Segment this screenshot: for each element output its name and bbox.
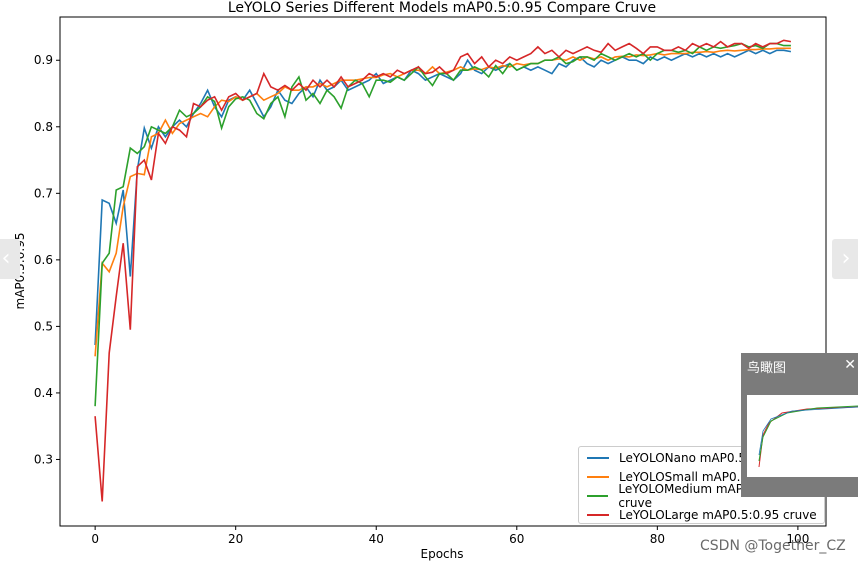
prev-arrow-button[interactable]: ‹ xyxy=(0,239,20,279)
x-tick-label: 0 xyxy=(91,532,99,546)
y-tick-label: 0.4 xyxy=(34,386,53,400)
x-tick-label: 80 xyxy=(650,532,665,546)
series-line-2 xyxy=(94,42,791,407)
next-arrow-button[interactable]: › xyxy=(832,239,858,279)
y-tick-label: 0.7 xyxy=(34,186,53,200)
y-tick-label: 0.6 xyxy=(34,253,53,267)
overview-thumbnail-chart xyxy=(758,405,858,468)
chart-title: LeYOLO Series Different Models mAP0.5:0.… xyxy=(228,0,656,16)
x-tick-label: 60 xyxy=(509,532,524,546)
y-tick-label: 0.8 xyxy=(34,120,53,134)
y-tick-label: 0.9 xyxy=(34,53,53,67)
legend-swatch xyxy=(587,494,609,497)
y-tick-label: 0.5 xyxy=(34,319,53,333)
x-axis-label: Epochs xyxy=(421,547,464,561)
close-icon[interactable]: ✕ xyxy=(844,357,856,373)
series-line-3 xyxy=(94,39,792,502)
overview-panel: 鸟瞰图 ✕ xyxy=(741,353,858,497)
x-tick-label: 40 xyxy=(369,532,384,546)
overview-thumbnail[interactable] xyxy=(747,395,858,477)
y-ticks: 0.3 0.4 0.5 0.6 0.7 0.8 0.9 xyxy=(34,53,60,466)
y-tick-label: 0.3 xyxy=(34,452,53,466)
overview-title: 鸟瞰图 xyxy=(747,361,787,376)
legend-swatch xyxy=(587,475,609,478)
series-layer xyxy=(94,39,792,502)
plot-area xyxy=(59,16,827,527)
legend-swatch xyxy=(587,456,609,459)
chevron-left-icon: ‹ xyxy=(1,246,11,271)
legend-item: LeYOLOLarge mAP0.5:0.95 cruve xyxy=(587,506,824,523)
x-tick-label: 20 xyxy=(228,532,243,546)
x-ticks: 0 20 40 60 80 100 xyxy=(91,526,809,546)
series-line-1 xyxy=(94,47,791,357)
legend-label: LeYOLOLarge mAP0.5:0.95 cruve xyxy=(619,507,817,522)
chevron-right-icon: › xyxy=(841,246,851,271)
x-tick-label: 100 xyxy=(786,532,809,546)
legend-swatch xyxy=(587,513,609,516)
series-line-0 xyxy=(94,49,792,346)
watermark: CSDN @Together_CZ xyxy=(700,538,846,554)
